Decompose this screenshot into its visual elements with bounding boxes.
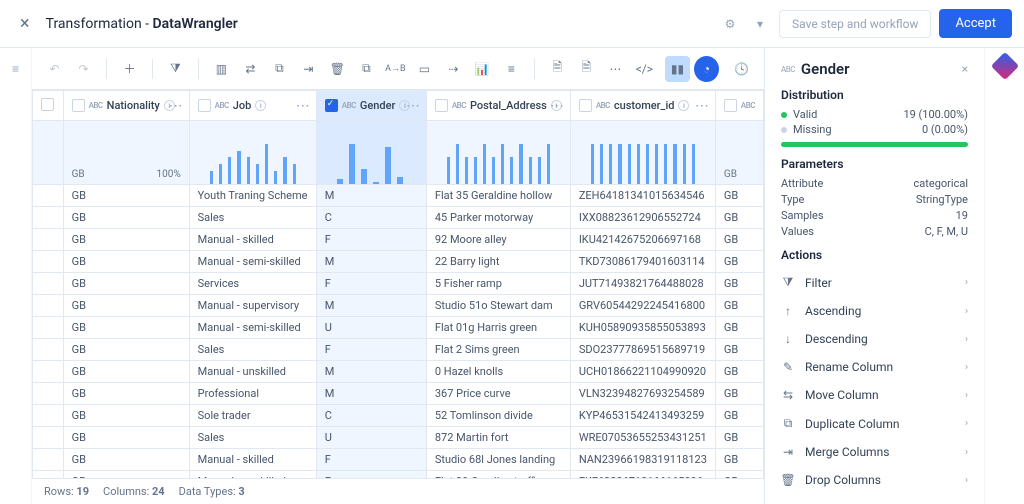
table-row[interactable]: GB Manual - supervisory M Studio 51o Ste… — [33, 295, 764, 317]
panel-close-icon[interactable]: × — [962, 62, 968, 76]
chart-icon[interactable]: ▮▮ — [665, 56, 690, 82]
top-bar: × Transformation - DataWrangler ⚙ ▾ Save… — [0, 0, 1024, 48]
missing-row: Missing 0 (0.00%) — [781, 123, 968, 136]
strip-icon[interactable]: ▭ — [412, 56, 437, 82]
clock-icon[interactable]: ◔ — [694, 56, 719, 82]
action-duplicate-column[interactable]: ⧉Duplicate Column› — [781, 409, 968, 438]
param-row: Samples19 — [781, 209, 968, 222]
table-row[interactable]: GB Youth Traning Scheme M Flat 35 Gerald… — [33, 185, 764, 207]
col-menu-icon[interactable]: ⋯ — [296, 98, 310, 114]
case-icon[interactable]: A→B — [383, 56, 408, 82]
columns-icon[interactable]: ▥ — [209, 56, 234, 82]
trash-icon[interactable]: 🗑 — [325, 56, 350, 82]
col-menu-icon[interactable]: ⋯ — [695, 98, 709, 114]
action-drop-columns[interactable]: 🗑Drop Columns› — [781, 466, 968, 494]
filter-icon[interactable]: ⧩ — [163, 56, 188, 82]
add-icon[interactable]: ＋ — [117, 56, 142, 82]
table-row[interactable]: GB Manual - skilled F Studio 68l Jones l… — [33, 449, 764, 471]
title-prefix: Transformation - — [46, 16, 153, 32]
col-Nationality[interactable]: ABCNationalityi ⋯ — [63, 91, 189, 121]
valid-dot-icon — [781, 112, 787, 118]
table-row[interactable]: GB Manual - skilled F 92 Moore alley IKU… — [33, 229, 764, 251]
table-row[interactable]: GB Professional M 367 Price curve VLN323… — [33, 383, 764, 405]
panel-type-tag: ABC — [781, 65, 795, 74]
table-row[interactable]: GB Sales F Flat 2 Sims green SDO23777869… — [33, 339, 764, 361]
param-row: Attributecategorical — [781, 177, 968, 190]
col-menu-icon[interactable]: ⋯ — [406, 98, 420, 114]
col-Job[interactable]: ABCJobi ⋯ — [189, 91, 316, 121]
params-heading: Parameters — [781, 157, 968, 171]
table-row[interactable]: GB Sole trader C 52 Tomlinson divide KYP… — [33, 405, 764, 427]
dist-bar — [781, 142, 968, 147]
copy-icon[interactable]: ⧉ — [267, 56, 292, 82]
toolbar: ↶ ↷ ＋ ⧩ ▥ ⇄ ⧉ ⇥ 🗑 ⧉ A→B ▭ ⇢ 📊 ≡ 🗎 🗎 ⋯ </… — [32, 48, 764, 90]
col-extra[interactable]: ABC — [715, 91, 763, 121]
table-row[interactable]: GB Services F 5 Fisher ramp JUT714938217… — [33, 273, 764, 295]
table-row[interactable]: GB Manual - semi-skilled U Flat 01g Harr… — [33, 317, 764, 339]
app-logo-icon[interactable] — [990, 52, 1018, 80]
param-row: ValuesC, F, M, U — [781, 225, 968, 238]
table-row[interactable]: GB Manual - unskilled M 0 Hazel knolls U… — [33, 361, 764, 383]
status-bar: Rows: 19 Columns: 24 Data Types: 3 — [32, 478, 764, 504]
shuffle-icon[interactable]: ⇄ — [238, 56, 263, 82]
save-button[interactable]: Save step and workflow — [779, 10, 931, 38]
close-icon[interactable]: × — [12, 13, 38, 34]
action-filter[interactable]: ⧩Filter› — [781, 268, 968, 297]
dedup-icon[interactable]: ⧉ — [354, 56, 379, 82]
chevron-down-icon[interactable]: ▾ — [749, 13, 771, 35]
file-icon[interactable]: 🗎 — [574, 56, 599, 82]
select-all[interactable] — [33, 91, 64, 121]
actions-heading: Actions — [781, 248, 968, 262]
table-row[interactable]: GB Manual - unskilled F Flat 39 Caroline… — [33, 471, 764, 479]
action-rename-column[interactable]: ✎Rename Column› — [781, 353, 968, 381]
expand-icon[interactable]: ⇢ — [441, 56, 466, 82]
param-row: TypeStringType — [781, 193, 968, 206]
align-icon[interactable]: ≡ — [499, 56, 524, 82]
note-icon[interactable]: 🗎 — [545, 56, 570, 82]
gear-icon[interactable]: ⚙ — [719, 13, 741, 35]
action-drop-duplicates[interactable]: ⧉Drop Duplicates› — [781, 494, 968, 504]
redo-icon[interactable]: ↷ — [71, 56, 96, 82]
col-customer_id[interactable]: ABCcustomer_idi ⋯ — [570, 91, 715, 121]
valid-row: Valid 19 (100.00%) — [781, 108, 968, 121]
left-gutter: ≡ — [0, 48, 32, 504]
stats-icon[interactable]: 📊 — [470, 56, 495, 82]
history-icon[interactable]: 🕓 — [729, 56, 754, 82]
data-table: ABCNationalityi ⋯ ABCJobi ⋯ ABCGenderi ⋯… — [32, 90, 764, 478]
action-ascending[interactable]: ↑Ascending› — [781, 297, 968, 325]
table-row[interactable]: GB Sales U 872 Martin fort WRE0705365525… — [33, 427, 764, 449]
title-app: DataWrangler — [153, 16, 238, 32]
code-icon[interactable]: </> — [632, 56, 657, 82]
panel-title: Gender — [801, 60, 850, 78]
menu-icon[interactable]: ≡ — [5, 58, 27, 80]
details-panel: ABC Gender × Distribution Valid 19 (100.… — [764, 48, 984, 504]
table-row[interactable]: GB Sales C 45 Parker motorway IXX0882361… — [33, 207, 764, 229]
col-menu-icon[interactable]: ⋯ — [169, 98, 183, 114]
action-merge-columns[interactable]: ⇥Merge Columns› — [781, 438, 968, 466]
missing-dot-icon — [781, 127, 787, 133]
merge-icon[interactable]: ⇥ — [296, 56, 321, 82]
col-Postal_Address[interactable]: ABCPostal_Addressi ⋯ — [426, 91, 570, 121]
col-Gender[interactable]: ABCGenderi ⋯ — [316, 91, 426, 121]
right-gutter — [984, 48, 1024, 504]
table-row[interactable]: GB Manual - semi-skilled M 22 Barry ligh… — [33, 251, 764, 273]
action-descending[interactable]: ↓Descending› — [781, 325, 968, 353]
page-title: Transformation - DataWrangler — [46, 16, 238, 32]
dist-heading: Distribution — [781, 88, 968, 102]
more-h-icon[interactable]: ⋯ — [603, 56, 628, 82]
col-menu-icon[interactable]: ⋯ — [550, 98, 564, 114]
undo-icon[interactable]: ↶ — [42, 56, 67, 82]
action-move-column[interactable]: ⇆Move Column› — [781, 381, 968, 409]
accept-button[interactable]: Accept — [939, 9, 1012, 38]
